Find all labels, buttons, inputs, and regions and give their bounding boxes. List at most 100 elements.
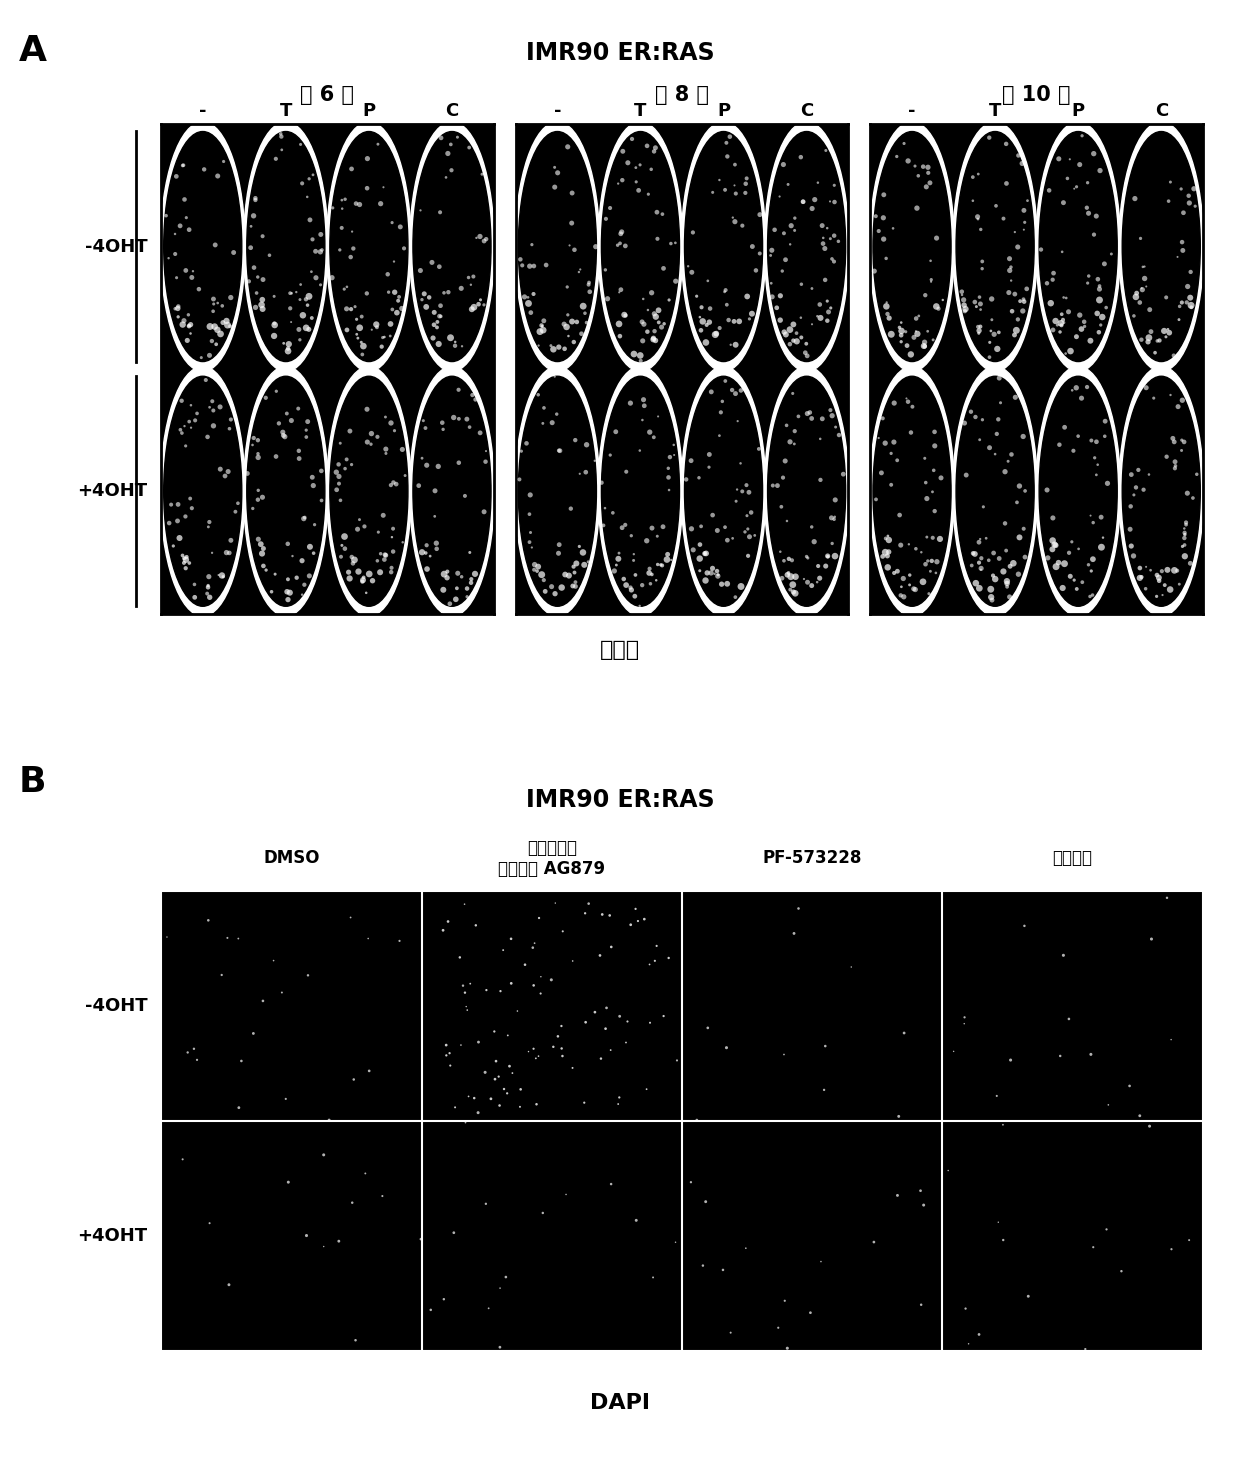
Point: [264, 324, 284, 348]
Point: [1071, 387, 1091, 411]
Point: [1004, 323, 1024, 346]
Point: [378, 281, 398, 304]
Point: [634, 313, 653, 336]
Point: [177, 1040, 197, 1064]
Point: [1073, 124, 1092, 148]
Point: [647, 226, 667, 250]
Point: [552, 576, 572, 599]
Point: [557, 275, 577, 298]
Point: [213, 565, 233, 589]
Point: [652, 554, 672, 577]
Point: [784, 580, 804, 603]
Point: [606, 421, 626, 444]
Circle shape: [330, 131, 408, 361]
Point: [784, 329, 804, 352]
Point: [490, 1277, 510, 1300]
Point: [570, 257, 590, 281]
Point: [384, 250, 404, 273]
Point: [647, 934, 667, 957]
Point: [356, 581, 376, 605]
Point: [1049, 551, 1069, 574]
Point: [830, 424, 849, 447]
Point: [278, 532, 298, 555]
Circle shape: [681, 367, 766, 617]
Point: [816, 1034, 836, 1058]
Point: [1166, 450, 1185, 473]
Point: [565, 570, 585, 593]
Point: [1054, 286, 1074, 310]
Point: [299, 167, 319, 190]
Point: [877, 291, 897, 314]
Point: [466, 226, 486, 250]
Point: [453, 335, 472, 358]
Point: [875, 527, 895, 551]
Point: [536, 253, 556, 276]
Point: [810, 427, 830, 450]
Point: [533, 412, 553, 435]
Point: [1001, 1049, 1021, 1072]
Point: [200, 510, 219, 533]
Point: [347, 323, 367, 346]
Point: [727, 489, 746, 513]
Point: [760, 244, 780, 267]
Point: [1081, 560, 1101, 583]
Circle shape: [515, 367, 600, 617]
Point: [997, 172, 1017, 196]
Point: [362, 422, 382, 446]
Point: [1066, 175, 1086, 199]
Point: [542, 969, 562, 992]
Point: [1007, 318, 1027, 342]
Point: [944, 1040, 963, 1064]
Point: [278, 587, 298, 611]
Point: [817, 289, 837, 313]
Point: [913, 155, 932, 178]
Point: [187, 1048, 207, 1071]
Point: [532, 562, 552, 586]
Point: [618, 150, 637, 174]
Point: [304, 473, 324, 497]
Point: [366, 313, 386, 336]
Point: [739, 524, 759, 548]
Point: [500, 1055, 520, 1078]
Point: [651, 554, 671, 577]
Point: [970, 577, 990, 600]
Point: [971, 546, 991, 570]
Point: [191, 346, 211, 370]
Point: [1016, 545, 1035, 568]
Point: [444, 406, 464, 430]
Point: [1131, 226, 1151, 250]
Point: [660, 288, 680, 311]
Point: [176, 434, 196, 457]
Point: [1069, 538, 1089, 561]
Point: [613, 516, 632, 539]
Circle shape: [952, 367, 1038, 617]
Point: [203, 399, 223, 422]
Point: [1140, 1115, 1159, 1138]
Point: [490, 1094, 510, 1118]
Point: [892, 323, 911, 346]
Point: [916, 526, 936, 549]
Point: [915, 283, 935, 307]
Point: [175, 415, 195, 438]
Point: [689, 560, 709, 583]
Point: [750, 243, 770, 266]
Point: [253, 536, 273, 560]
Point: [511, 440, 531, 463]
Point: [436, 165, 456, 188]
Point: [578, 551, 598, 574]
Point: [621, 524, 641, 548]
Point: [600, 196, 620, 219]
Circle shape: [601, 131, 680, 361]
Point: [241, 215, 260, 238]
Point: [319, 1109, 339, 1132]
Point: [873, 206, 893, 229]
Point: [635, 394, 655, 418]
Point: [919, 161, 939, 184]
Point: [1101, 243, 1121, 266]
Point: [661, 232, 681, 256]
Point: [172, 1148, 192, 1172]
Point: [712, 573, 732, 596]
Point: [749, 437, 769, 460]
Circle shape: [764, 121, 849, 371]
Point: [634, 389, 653, 412]
